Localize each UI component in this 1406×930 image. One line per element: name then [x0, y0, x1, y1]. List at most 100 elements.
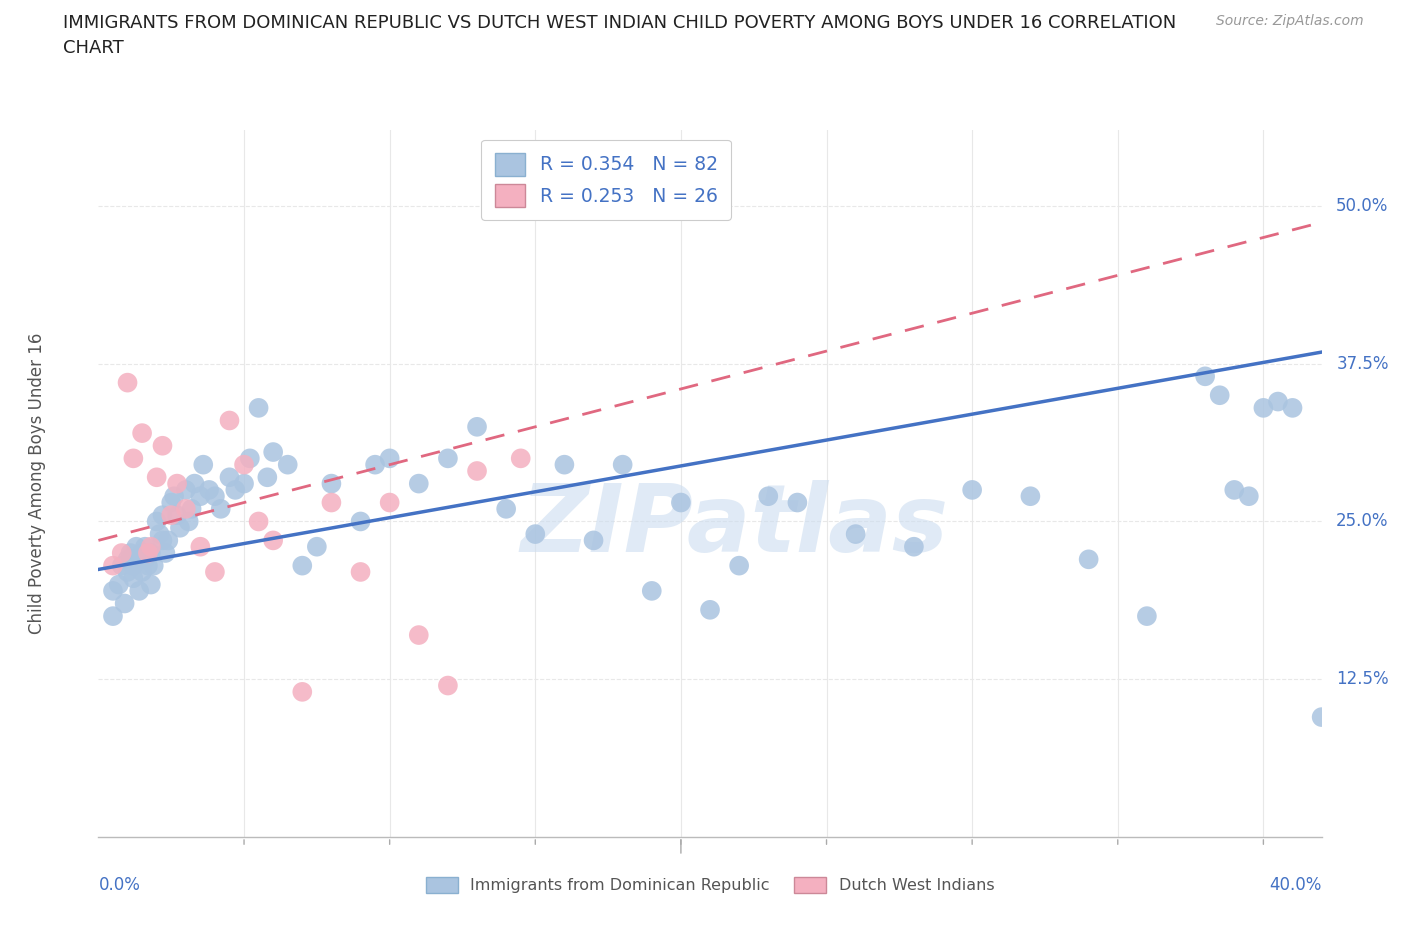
Point: [122, 571, 145, 586]
Point: [305, 539, 328, 554]
Point: [1208, 388, 1232, 403]
Text: Source: ZipAtlas.com: Source: ZipAtlas.com: [1216, 14, 1364, 28]
Point: [247, 514, 270, 529]
Text: 0.0%: 0.0%: [98, 876, 141, 894]
Point: [612, 458, 634, 472]
Point: [177, 514, 200, 529]
Text: IMMIGRANTS FROM DOMINICAN REPUBLIC VS DUTCH WEST INDIAN CHILD POVERTY AMONG BOYS: IMMIGRANTS FROM DOMINICAN REPUBLIC VS DU…: [63, 14, 1177, 32]
Point: [437, 678, 460, 693]
Point: [114, 596, 136, 611]
Point: [108, 578, 131, 592]
Point: [364, 458, 387, 472]
Point: [845, 526, 868, 541]
Legend: Immigrants from Dominican Republic, Dutch West Indians: Immigrants from Dominican Republic, Dutc…: [419, 870, 1001, 899]
Point: [145, 470, 167, 485]
Point: [1281, 401, 1303, 416]
Point: [183, 476, 205, 491]
Point: [169, 521, 191, 536]
Point: [1223, 483, 1246, 498]
Point: [582, 533, 605, 548]
Point: [291, 684, 314, 699]
Point: [180, 501, 202, 516]
Point: [174, 501, 197, 516]
Point: [224, 483, 246, 498]
Point: [378, 451, 401, 466]
Point: [120, 546, 142, 561]
Point: [349, 565, 371, 579]
Point: [218, 470, 240, 485]
Point: [291, 558, 314, 573]
Point: [142, 558, 165, 573]
Point: [1077, 551, 1099, 566]
Point: [155, 546, 177, 561]
Point: [117, 565, 139, 579]
Point: [378, 495, 401, 510]
Point: [1310, 710, 1333, 724]
Point: [408, 476, 430, 491]
Point: [152, 508, 174, 523]
Point: [145, 514, 167, 529]
Point: [152, 533, 174, 548]
Point: [786, 495, 808, 510]
Point: [131, 426, 153, 441]
Text: 50.0%: 50.0%: [1336, 197, 1389, 215]
Point: [139, 578, 162, 592]
Text: 12.5%: 12.5%: [1336, 671, 1389, 688]
Text: 25.0%: 25.0%: [1336, 512, 1389, 530]
Point: [198, 483, 221, 498]
Point: [1194, 369, 1216, 384]
Point: [1237, 489, 1260, 504]
Point: [125, 551, 148, 566]
Point: [204, 565, 226, 579]
Point: [188, 489, 212, 504]
Point: [728, 558, 751, 573]
Text: ZIPatlas: ZIPatlas: [520, 480, 949, 572]
Point: [524, 526, 547, 541]
Point: [139, 539, 162, 554]
Point: [134, 551, 156, 566]
Point: [247, 401, 270, 416]
Point: [160, 508, 183, 523]
Point: [111, 558, 134, 573]
Point: [157, 533, 180, 548]
Point: [1136, 609, 1159, 624]
Point: [495, 501, 517, 516]
Point: [641, 583, 664, 598]
Point: [174, 483, 197, 498]
Point: [117, 551, 139, 566]
Point: [125, 539, 148, 554]
Point: [960, 483, 983, 498]
Point: [101, 583, 124, 598]
Point: [239, 451, 262, 466]
Point: [465, 419, 488, 434]
Point: [1267, 394, 1289, 409]
Point: [465, 463, 488, 478]
Point: [233, 458, 256, 472]
Point: [277, 458, 299, 472]
Point: [134, 539, 156, 554]
Point: [256, 470, 278, 485]
Point: [128, 583, 150, 598]
Point: [204, 489, 226, 504]
Point: [160, 495, 183, 510]
Point: [111, 546, 134, 561]
Point: [408, 628, 430, 643]
Point: [669, 495, 692, 510]
Point: [136, 558, 159, 573]
Point: [321, 495, 343, 510]
Point: [699, 603, 721, 618]
Point: [166, 476, 188, 491]
Point: [437, 451, 460, 466]
Point: [321, 476, 343, 491]
Point: [101, 558, 124, 573]
Point: [193, 458, 215, 472]
Point: [166, 508, 188, 523]
Point: [349, 514, 371, 529]
Point: [136, 546, 159, 561]
Point: [117, 375, 139, 390]
Point: [233, 476, 256, 491]
Point: [262, 533, 284, 548]
Point: [131, 565, 153, 579]
Point: [553, 458, 575, 472]
Point: [509, 451, 531, 466]
